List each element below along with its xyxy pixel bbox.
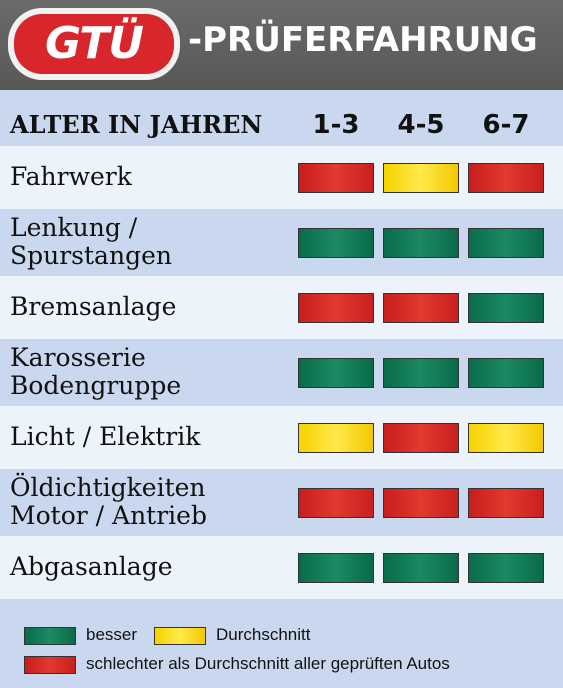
legend-green-label: besser (86, 625, 138, 644)
rating-cell-green (383, 358, 459, 388)
age-column-2: 4-5 (397, 110, 445, 140)
legend-green-swatch (24, 627, 76, 645)
rating-cell-green (383, 553, 459, 583)
age-label: ALTER IN JAHREN (10, 110, 263, 139)
legend-red-swatch (24, 656, 76, 674)
table-row: Bremsanlage (0, 276, 563, 339)
rating-cell-green (468, 553, 544, 583)
rating-cell-green (383, 228, 459, 258)
table-row: Fahrwerk (0, 146, 563, 209)
rating-cell-red (383, 423, 459, 453)
rating-cell-red (298, 488, 374, 518)
table-row: Licht / Elektrik (0, 406, 563, 469)
row-label: Lenkung / Spurstangen (10, 213, 172, 270)
rating-cell-yellow (383, 163, 459, 193)
rating-cell-red (298, 163, 374, 193)
row-label: Öldichtigkeiten Motor / Antrieb (10, 473, 207, 530)
gtu-logo-badge: GTÜ (14, 14, 174, 74)
rating-cell-yellow (468, 423, 544, 453)
rating-cell-green (468, 228, 544, 258)
header-bar: GTÜ -PRÜFERFAHRUNG (0, 0, 563, 90)
rating-cell-red (383, 488, 459, 518)
rating-cell-red (383, 293, 459, 323)
gtu-logo: GTÜ (8, 8, 180, 80)
rating-cell-red (298, 293, 374, 323)
row-label: Abgasanlage (10, 552, 173, 581)
rating-cell-yellow (298, 423, 374, 453)
column-header-row: ALTER IN JAHREN 1-3 4-5 6-7 (0, 96, 563, 144)
page-title: -PRÜFERFAHRUNG (188, 20, 538, 60)
table-row: Karosserie Bodengruppe (0, 341, 563, 404)
age-column-1: 1-3 (312, 110, 360, 140)
row-label: Karosserie Bodengruppe (10, 343, 182, 400)
legend-yellow-swatch (154, 627, 206, 645)
table-row: Abgasanlage (0, 536, 563, 599)
row-label: Fahrwerk (10, 162, 132, 191)
age-column-3: 6-7 (482, 110, 530, 140)
table-row: Öldichtigkeiten Motor / Antrieb (0, 471, 563, 534)
legend-yellow-label: Durchschnitt (216, 625, 311, 644)
table-row: Lenkung / Spurstangen (0, 211, 563, 274)
rating-cell-green (468, 293, 544, 323)
rating-cell-red (468, 488, 544, 518)
legend-red-label: schlechter als Durchschnitt aller geprüf… (86, 654, 450, 673)
row-label: Licht / Elektrik (10, 422, 201, 451)
rating-cell-green (298, 358, 374, 388)
rating-cell-green (298, 228, 374, 258)
row-label: Bremsanlage (10, 292, 177, 321)
rating-cell-red (468, 163, 544, 193)
rating-cell-green (298, 553, 374, 583)
legend: besser Durchschnitt schlechter als Durch… (0, 605, 563, 688)
rating-cell-green (468, 358, 544, 388)
logo-text: GTÜ (44, 18, 144, 69)
